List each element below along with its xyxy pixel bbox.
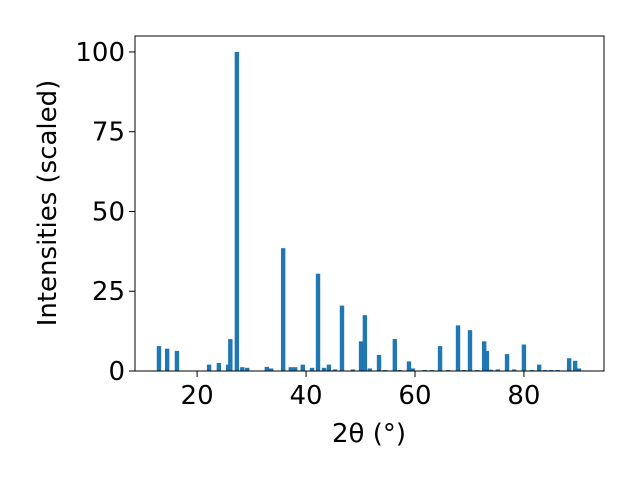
bar	[240, 367, 245, 371]
bar	[315, 273, 321, 371]
x-tick-label: 80	[507, 381, 540, 411]
y-axis-label: Intensities (scaled)	[33, 80, 63, 327]
bar	[206, 364, 212, 371]
bar	[288, 367, 293, 371]
bar	[326, 364, 332, 371]
bar	[392, 339, 398, 371]
bar	[164, 348, 170, 371]
x-tick-label: 40	[289, 381, 322, 411]
bar	[280, 248, 286, 371]
bar	[536, 364, 542, 371]
plot-frame	[134, 35, 605, 372]
bar	[350, 369, 356, 371]
y-tick-label: 75	[92, 118, 125, 148]
bar	[264, 366, 270, 371]
bar	[481, 341, 487, 371]
bar	[174, 350, 180, 371]
bar	[511, 369, 517, 371]
bar	[339, 305, 345, 371]
bar	[566, 358, 572, 371]
bar	[358, 341, 364, 371]
bar	[228, 339, 233, 371]
bar	[488, 369, 493, 371]
bar	[406, 361, 412, 371]
bar	[495, 369, 500, 371]
x-tick-label: 60	[398, 381, 431, 411]
y-tick-label: 100	[75, 38, 125, 68]
bar	[362, 315, 368, 371]
bar	[292, 367, 298, 371]
bar	[410, 368, 416, 371]
bar	[156, 346, 162, 371]
bar	[300, 364, 305, 371]
bar	[367, 368, 372, 371]
bar	[245, 367, 250, 371]
x-axis-label: 2θ (°)	[332, 419, 406, 449]
y-tick-label: 25	[92, 277, 125, 307]
bar	[234, 51, 240, 371]
bar	[376, 355, 382, 371]
bar	[455, 325, 461, 371]
x-tick-label: 20	[181, 381, 214, 411]
bar	[309, 367, 315, 371]
y-tick-label: 0	[108, 357, 125, 387]
bar	[576, 368, 582, 371]
bar	[467, 330, 473, 371]
bar	[268, 368, 274, 371]
bar	[504, 354, 510, 371]
y-tick-label: 50	[92, 197, 125, 227]
bar	[484, 350, 490, 371]
bar	[521, 344, 527, 371]
bar	[332, 369, 338, 371]
bar	[321, 367, 327, 371]
bar	[437, 346, 443, 371]
bar	[216, 363, 222, 371]
bar	[572, 360, 578, 371]
